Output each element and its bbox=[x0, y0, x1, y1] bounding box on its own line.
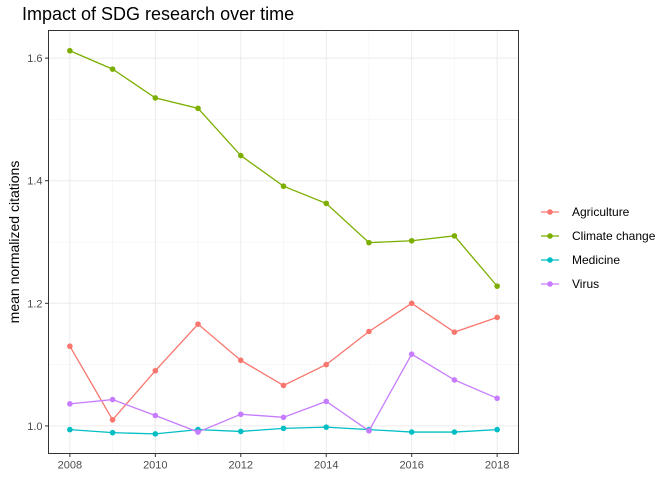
data-point-agriculture bbox=[195, 321, 201, 327]
y-tick-label: 1.4 bbox=[27, 176, 42, 188]
data-point-climate-change bbox=[152, 95, 159, 101]
data-point-medicine bbox=[280, 425, 287, 432]
data-point-agriculture bbox=[494, 314, 500, 321]
data-point-climate-change bbox=[109, 66, 116, 72]
x-tick-label: 2018 bbox=[485, 460, 509, 472]
data-point-agriculture bbox=[451, 329, 458, 335]
data-point-climate-change bbox=[195, 105, 201, 112]
data-point-climate-change bbox=[237, 152, 244, 159]
data-point-virus bbox=[366, 428, 372, 434]
data-point-climate-change bbox=[408, 237, 415, 244]
legend-key-point bbox=[547, 209, 553, 215]
data-point-climate-change bbox=[494, 283, 500, 289]
data-point-climate-change bbox=[67, 47, 73, 54]
x-tick-label: 2012 bbox=[229, 460, 253, 472]
data-point-medicine bbox=[494, 426, 500, 433]
data-point-virus bbox=[152, 412, 159, 419]
legend-item-virus: Virus bbox=[541, 277, 599, 291]
legend-item-agriculture: Agriculture bbox=[541, 205, 630, 219]
x-tick-label: 2008 bbox=[58, 460, 82, 472]
chart-title: Impact of SDG research over time bbox=[22, 4, 294, 24]
legend-label: Agriculture bbox=[572, 205, 630, 219]
data-point-agriculture bbox=[109, 416, 116, 423]
data-point-virus bbox=[109, 396, 116, 403]
data-point-virus bbox=[280, 414, 287, 421]
series-virus bbox=[67, 351, 500, 435]
y-axis: 1.0 1.2 1.4 1.6 bbox=[27, 53, 49, 433]
legend: Agriculture Climate change Medicine Virus bbox=[541, 205, 656, 291]
data-point-agriculture bbox=[366, 328, 372, 335]
x-axis: 2008 2010 2012 2014 2016 2018 bbox=[58, 453, 509, 472]
legend-item-climate-change: Climate change bbox=[541, 229, 656, 243]
legend-label: Medicine bbox=[572, 253, 620, 267]
data-point-agriculture bbox=[408, 300, 415, 307]
data-point-virus bbox=[195, 429, 201, 435]
data-point-agriculture bbox=[280, 382, 287, 389]
grid bbox=[48, 30, 519, 454]
data-point-medicine bbox=[451, 429, 458, 435]
data-point-climate-change bbox=[366, 239, 372, 246]
data-point-climate-change bbox=[323, 200, 330, 207]
data-point-virus bbox=[494, 395, 500, 402]
data-point-medicine bbox=[109, 429, 116, 436]
y-tick-label: 1.0 bbox=[27, 421, 42, 433]
legend-key-point bbox=[547, 257, 553, 263]
data-point-virus bbox=[323, 398, 330, 405]
data-point-virus bbox=[237, 411, 244, 418]
data-point-medicine bbox=[323, 424, 330, 430]
x-tick-label: 2014 bbox=[314, 460, 338, 472]
y-axis-title: mean normalized citations bbox=[6, 161, 22, 324]
legend-label: Virus bbox=[572, 277, 599, 291]
data-point-medicine bbox=[408, 429, 415, 435]
data-point-medicine bbox=[67, 426, 73, 433]
data-point-climate-change bbox=[280, 183, 287, 190]
data-point-agriculture bbox=[237, 357, 244, 364]
data-point-medicine bbox=[237, 428, 244, 435]
data-point-agriculture bbox=[323, 361, 330, 368]
data-point-climate-change bbox=[451, 233, 458, 239]
y-tick-label: 1.2 bbox=[27, 298, 42, 310]
data-point-virus bbox=[451, 377, 458, 383]
series-climate-change bbox=[67, 47, 500, 289]
data-point-virus bbox=[408, 351, 415, 357]
data-point-agriculture bbox=[152, 367, 159, 374]
legend-key-point bbox=[547, 233, 553, 239]
data-point-medicine bbox=[152, 431, 159, 437]
x-tick-label: 2010 bbox=[143, 460, 167, 472]
legend-key-point bbox=[547, 281, 553, 287]
data-point-virus bbox=[67, 401, 73, 407]
data-point-agriculture bbox=[67, 343, 73, 350]
series-medicine bbox=[67, 424, 500, 437]
series-layer bbox=[67, 47, 500, 437]
plot-panel bbox=[48, 30, 519, 454]
y-tick-label: 1.6 bbox=[27, 53, 42, 65]
x-tick-label: 2016 bbox=[399, 460, 423, 472]
series-agriculture bbox=[67, 300, 500, 423]
legend-label: Climate change bbox=[572, 229, 656, 243]
legend-item-medicine: Medicine bbox=[541, 253, 620, 267]
